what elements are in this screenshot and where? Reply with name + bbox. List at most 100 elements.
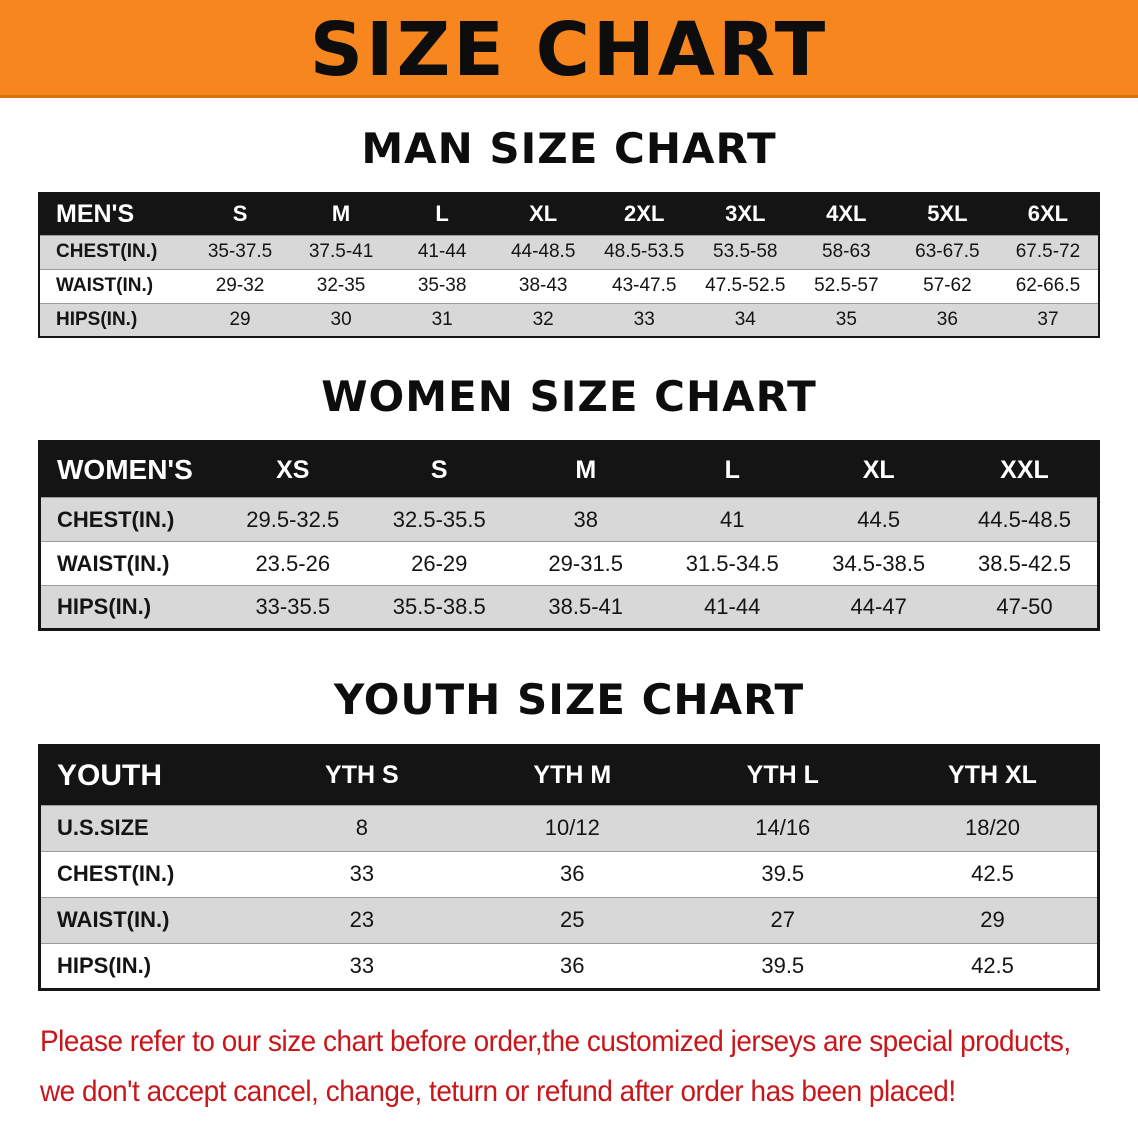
value-cell: 39.5 xyxy=(761,952,805,978)
table-row: CHEST(IN.) 29.5-32.5 32.5-35.5 38 41 44.5 44.5… xyxy=(39,497,1099,542)
size-header-cell: YTH S xyxy=(256,745,468,806)
row-label: HIPS(IN.) xyxy=(57,594,152,620)
value-cell: 47.5-52.5 xyxy=(705,275,786,297)
row-label: U.S.SIZE xyxy=(57,815,149,841)
men-section-heading: MAN SIZE CHART xyxy=(361,124,777,173)
size-header-cell: M xyxy=(290,193,392,236)
size-header-cell: 4XL xyxy=(795,193,897,236)
value-cell: 36 xyxy=(936,308,958,330)
table-row: HIPS(IN.) 33 36 39.5 42.5 xyxy=(39,943,1099,990)
row-label: WAIST(IN.) xyxy=(57,550,170,576)
value-cell: 34 xyxy=(734,308,756,330)
header-row: MEN'S S M L XL 2XL 3XL 4XL 5XL 6XL xyxy=(39,193,1099,236)
size-header-cell: XXL xyxy=(951,441,1099,498)
value-cell: 35.5-38.5 xyxy=(392,594,486,620)
size-header-cell: 6XL xyxy=(997,193,1099,236)
disclaimer: Please refer to our size chart before or… xyxy=(40,1017,1138,1117)
value-cell: 44.5-48.5 xyxy=(977,506,1071,532)
size-header-cell: YTH XL xyxy=(888,745,1099,806)
value-cell: 18/20 xyxy=(964,815,1021,841)
value-cell: 42.5 xyxy=(971,952,1014,978)
size-header-cell: 5XL xyxy=(896,193,998,236)
value-cell: 42.5 xyxy=(971,861,1014,887)
row-label: WAIST(IN.) xyxy=(56,275,154,297)
table-row: CHEST(IN.) 33 36 39.5 42.5 xyxy=(39,851,1099,898)
table-row: WAIST(IN.) 23.5-26 26-29 29-31.5 31.5-34.5 34… xyxy=(39,541,1099,586)
value-cell: 35-37.5 xyxy=(207,241,273,263)
size-header-cell: M xyxy=(512,441,659,498)
page-title: SIZE CHART xyxy=(309,6,829,93)
header-row: WOMEN'S XS S M L XL XXL xyxy=(39,441,1099,498)
value-cell: 14/16 xyxy=(755,815,811,841)
value-cell: 32-35 xyxy=(316,275,366,297)
value-cell: 38.5-42.5 xyxy=(977,550,1071,576)
men-size-table: MEN'S S M L XL 2XL 3XL 4XL 5XL 6XL CHEST(IN.) 35-37… xyxy=(38,192,1100,339)
size-header-cell: 3XL xyxy=(694,193,796,236)
banner: SIZE CHART xyxy=(0,0,1138,98)
value-cell: 38.5-41 xyxy=(548,594,624,620)
size-header-cell: XS xyxy=(219,441,366,498)
value-cell: 53.5-58 xyxy=(713,241,778,263)
value-cell: 35-38 xyxy=(417,275,467,297)
disclaimer-line-2: we don't accept cancel, change, teturn o… xyxy=(40,1074,956,1108)
size-header-cell: XL xyxy=(805,441,952,498)
section-youth: YOUTH SIZE CHART YOUTH YTH S YTH M YTH L YTH… xyxy=(0,675,1138,991)
value-cell: 38-43 xyxy=(518,275,568,297)
value-cell: 39.5 xyxy=(761,861,805,887)
table-row: HIPS(IN.) 33-35.5 35.5-38.5 38.5-41 41-44 44-… xyxy=(39,585,1099,630)
value-cell: 27 xyxy=(770,907,795,933)
value-cell: 23.5-26 xyxy=(255,550,331,576)
value-cell: 26-29 xyxy=(411,550,468,576)
value-cell: 33 xyxy=(349,952,375,978)
row-label: CHEST(IN.) xyxy=(56,241,158,263)
value-cell: 62-66.5 xyxy=(1015,275,1081,297)
value-cell: 32.5-35.5 xyxy=(392,506,486,532)
women-section-heading: WOMEN SIZE CHART xyxy=(321,372,817,422)
table-row: HIPS(IN.) 29 30 31 32 33 34 35 36 37 xyxy=(39,303,1099,338)
table-title-cell: YOUTH xyxy=(39,745,257,806)
value-cell: 32 xyxy=(532,308,554,330)
value-cell: 29 xyxy=(980,907,1005,933)
size-header-cell: L xyxy=(658,441,806,498)
table-row: WAIST(IN.) 29-32 32-35 35-38 38-43 43-47.5 47.… xyxy=(39,269,1099,304)
value-cell: 29-31.5 xyxy=(548,550,624,576)
size-header-cell: S xyxy=(189,193,291,236)
value-cell: 23 xyxy=(349,907,375,933)
table-title-cell: MEN'S xyxy=(39,193,190,236)
value-cell: 48.5-53.5 xyxy=(604,241,685,263)
size-header-cell: YTH M xyxy=(467,745,678,806)
value-cell: 57-62 xyxy=(923,275,972,297)
value-cell: 31 xyxy=(431,308,453,330)
size-header-cell: 2XL xyxy=(593,193,695,236)
value-cell: 44.5 xyxy=(857,506,901,532)
table-row: CHEST(IN.) 35-37.5 37.5-41 41-44 44-48.5 48.5… xyxy=(39,235,1099,270)
row-label: HIPS(IN.) xyxy=(57,952,152,978)
value-cell: 33-35.5 xyxy=(255,594,331,620)
value-cell: 41-44 xyxy=(704,594,761,620)
section-men: MAN SIZE CHART MEN'S S M L XL 2XL 3XL 4XL 5XL 6XL… xyxy=(0,124,1138,339)
value-cell: 44-47 xyxy=(850,594,907,620)
value-cell: 36 xyxy=(560,952,585,978)
disclaimer-line-1: Please refer to our size chart before or… xyxy=(40,1024,1071,1058)
size-header-cell: YTH L xyxy=(677,745,888,806)
header-row: YOUTH YTH S YTH M YTH L YTH XL xyxy=(39,745,1099,806)
value-cell: 29-32 xyxy=(215,275,265,297)
section-women: WOMEN SIZE CHART WOMEN'S XS S M L XL XXL CHEST(… xyxy=(0,372,1138,632)
value-cell: 29.5-32.5 xyxy=(246,506,340,532)
value-cell: 10/12 xyxy=(544,815,600,841)
table-title-cell: WOMEN'S xyxy=(39,441,220,498)
value-cell: 30 xyxy=(330,308,352,330)
value-cell: 8 xyxy=(355,815,368,841)
size-header-cell: L xyxy=(391,193,493,236)
value-cell: 37 xyxy=(1037,308,1059,330)
value-cell: 38 xyxy=(573,506,598,532)
value-cell: 58-63 xyxy=(822,241,871,263)
value-cell: 31.5-34.5 xyxy=(685,550,779,576)
value-cell: 44-48.5 xyxy=(510,241,576,263)
value-cell: 33 xyxy=(633,308,655,330)
row-label: CHEST(IN.) xyxy=(57,861,175,887)
value-cell: 41-44 xyxy=(417,241,467,263)
size-header-cell: XL xyxy=(492,193,594,236)
youth-section-heading: YOUTH SIZE CHART xyxy=(333,675,805,725)
value-cell: 36 xyxy=(560,861,585,887)
